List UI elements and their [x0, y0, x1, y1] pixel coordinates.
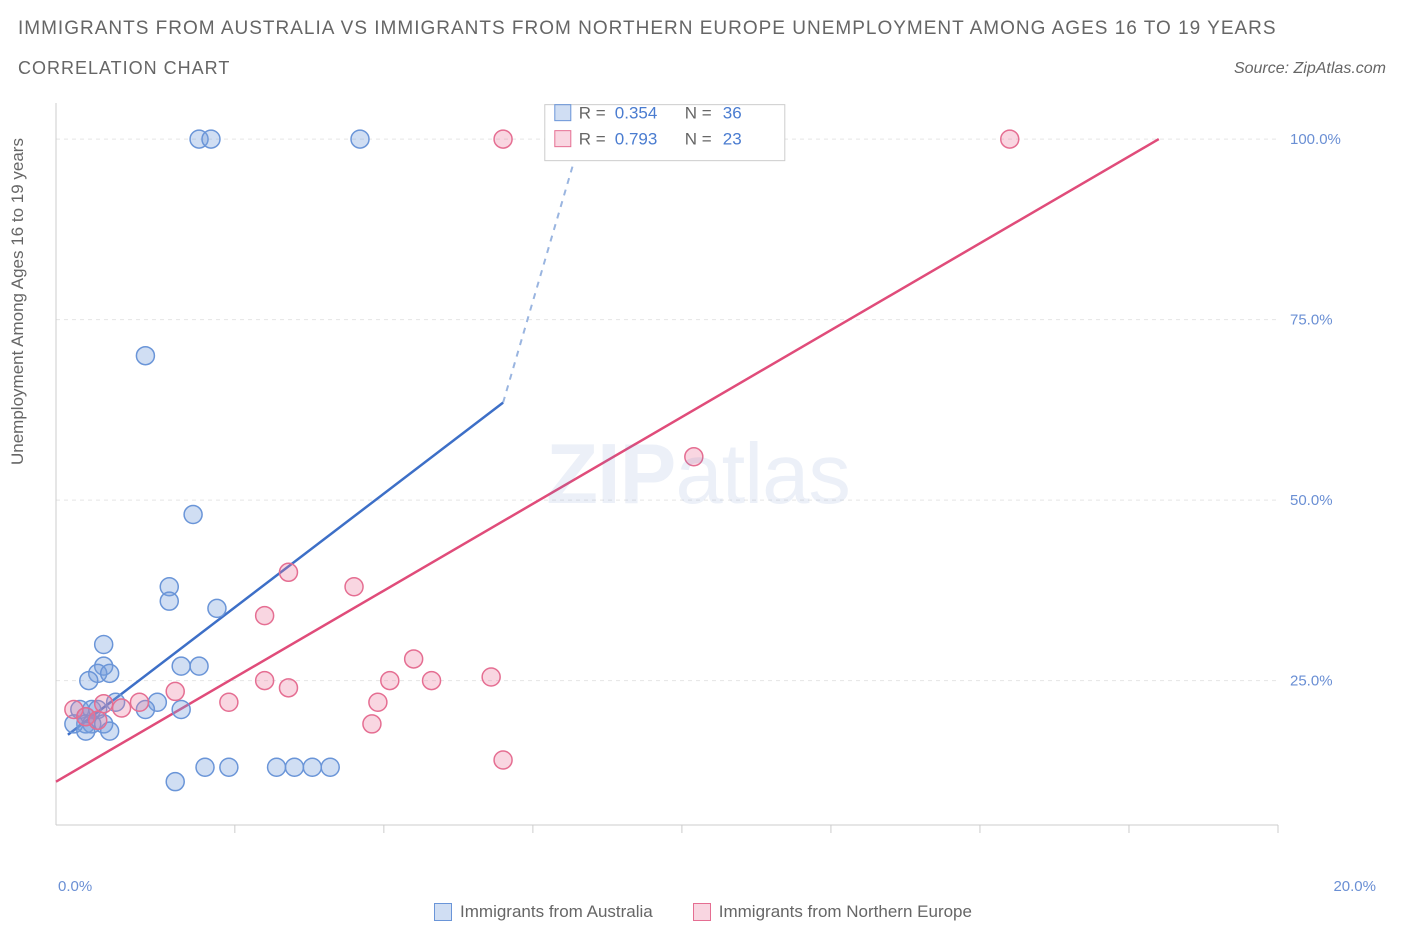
legend: Immigrants from Australia Immigrants fro…	[0, 902, 1406, 922]
svg-text:0.354: 0.354	[615, 104, 658, 123]
legend-item-northern-europe: Immigrants from Northern Europe	[693, 902, 972, 922]
chart-title: IMMIGRANTS FROM AUSTRALIA VS IMMIGRANTS …	[18, 18, 1277, 39]
chart-plot-area: 25.0% 50.0% 75.0% 100.0% R = 0.354 N = 36 R = 0.7…	[48, 95, 1348, 855]
svg-text:75.0%: 75.0%	[1290, 312, 1333, 329]
legend-label: Immigrants from Northern Europe	[719, 902, 972, 922]
svg-text:100.0%: 100.0%	[1290, 131, 1341, 148]
svg-text:36: 36	[723, 104, 742, 123]
source-credit: Source: ZipAtlas.com	[1234, 60, 1386, 78]
svg-text:25.0%: 25.0%	[1290, 673, 1333, 690]
svg-text:50.0%: 50.0%	[1290, 492, 1333, 509]
svg-text:R =: R =	[579, 104, 606, 123]
chart-subtitle: CORRELATION CHART	[18, 58, 230, 79]
legend-swatch-icon	[434, 903, 452, 921]
legend-swatch-icon	[693, 903, 711, 921]
svg-text:N =: N =	[685, 104, 712, 123]
legend-item-australia: Immigrants from Australia	[434, 902, 653, 922]
legend-label: Immigrants from Australia	[460, 902, 653, 922]
x-axis-max-label: 20.0%	[1333, 878, 1376, 895]
svg-text:0.793: 0.793	[615, 130, 658, 149]
x-axis-min-label: 0.0%	[58, 878, 92, 895]
svg-text:R =: R =	[579, 130, 606, 149]
svg-text:N =: N =	[685, 130, 712, 149]
svg-text:23: 23	[723, 130, 742, 149]
y-axis-label: Unemployment Among Ages 16 to 19 years	[8, 138, 28, 465]
